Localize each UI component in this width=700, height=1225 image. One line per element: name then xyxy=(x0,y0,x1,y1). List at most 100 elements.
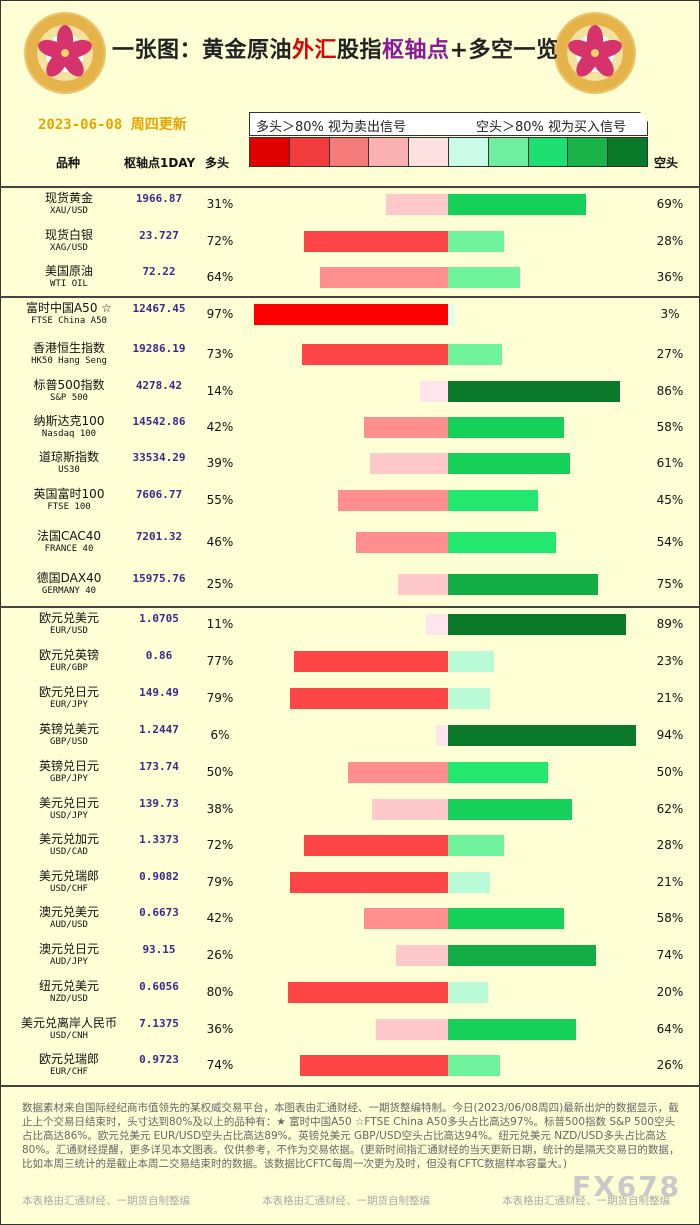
short-percent-label: 36% xyxy=(656,270,684,284)
short-bar xyxy=(448,231,504,252)
short-bar xyxy=(448,304,454,325)
pivot-value: 149.49 xyxy=(139,686,179,699)
short-bar xyxy=(448,982,488,1003)
instrument-name-cn: 美元兑加元 xyxy=(38,832,99,846)
table-row: 美元兑加元 USD/CAD 1.3373 72% 28% xyxy=(0,829,700,865)
long-percent-label: 6% xyxy=(210,728,230,742)
long-bar xyxy=(386,194,448,215)
long-bar xyxy=(398,574,448,595)
pivot-value: 93.15 xyxy=(142,943,176,956)
long-bar xyxy=(304,231,448,252)
pivot-value: 33534.29 xyxy=(132,451,186,464)
table-row: 富时中国A50 ☆ FTSE China A50 12467.45 97% 3% xyxy=(0,298,700,334)
short-bar xyxy=(448,381,620,402)
scale-cell-5 xyxy=(409,138,449,166)
pivot-value: 1.0705 xyxy=(139,612,179,625)
short-percent-label: 23% xyxy=(656,654,684,668)
pivot-value: 0.86 xyxy=(145,649,173,662)
long-percent-label: 72% xyxy=(206,234,234,248)
long-bar xyxy=(376,1019,448,1040)
long-percent-label: 14% xyxy=(206,384,234,398)
long-bar xyxy=(288,982,448,1003)
long-percent-label: 50% xyxy=(206,765,234,779)
instrument-name-en: USD/CHF xyxy=(50,884,88,894)
instrument-name-en: XAU/USD xyxy=(50,206,88,216)
short-percent-label: 58% xyxy=(656,911,684,925)
table-row: 美国原油 WTI OIL 72.22 64% 36% xyxy=(0,261,700,297)
table-row: 英国富时100 FTSE 100 7606.77 55% 45% xyxy=(0,484,700,520)
instrument-name-cn: 美元兑日元 xyxy=(38,796,99,810)
long-bar xyxy=(302,344,448,365)
pivot-value: 7606.77 xyxy=(135,488,183,501)
table-row: 纽元兑美元 NZD/USD 0.6056 80% 20% xyxy=(0,976,700,1012)
long-percent-label: 38% xyxy=(206,802,234,816)
pivot-value: 1.3373 xyxy=(139,833,179,846)
pivot-value: 14542.86 xyxy=(132,415,186,428)
instrument-name-en: FRANCE 40 xyxy=(44,544,94,554)
long-bar xyxy=(320,267,448,288)
pivot-value: 173.74 xyxy=(139,760,179,773)
short-percent-label: 75% xyxy=(656,577,684,591)
table-row: 现货白银 XAG/USD 23.727 72% 28% xyxy=(0,225,700,261)
long-percent-label: 46% xyxy=(206,535,234,549)
long-percent-label: 79% xyxy=(206,875,234,889)
instrument-name-en: FTSE China A50 xyxy=(31,316,107,326)
long-percent-label: 77% xyxy=(206,654,234,668)
short-percent-label: 3% xyxy=(660,307,680,321)
instrument-name-cn: 法国CAC40 xyxy=(36,529,102,543)
table-row: 法国CAC40 FRANCE 40 7201.32 46% 54% xyxy=(0,526,700,562)
short-bar xyxy=(448,725,636,746)
instrument-name-cn: 道琼斯指数 xyxy=(38,450,99,464)
instrument-name-en: AUD/USD xyxy=(50,920,88,930)
short-percent-label: 26% xyxy=(656,1058,684,1072)
footer-credit-1: 本表格由汇通财经、一期货自制整编 xyxy=(22,1195,190,1207)
footer-credits: 本表格由汇通财经、一期货自制整编 本表格由汇通财经、一期货自制整编 本表格由汇通… xyxy=(0,1193,700,1209)
pivot-value: 7.1375 xyxy=(139,1017,179,1030)
title-part-2: 外汇 xyxy=(292,38,338,63)
short-percent-label: 64% xyxy=(656,1022,684,1036)
short-bar xyxy=(448,417,564,438)
scale-cell-2 xyxy=(289,138,330,166)
table-row: 德国DAX40 GERMANY 40 15975.76 25% 75% xyxy=(0,568,700,604)
short-bar xyxy=(448,688,490,709)
short-bar xyxy=(448,1055,500,1076)
instrument-name-cn: 纳斯达克100 xyxy=(33,414,105,428)
instrument-name-cn: 欧元兑英镑 xyxy=(38,648,99,662)
long-bar xyxy=(290,688,448,709)
pivot-value: 23.727 xyxy=(139,229,179,242)
short-bar xyxy=(448,799,572,820)
short-bar xyxy=(448,762,548,783)
table-row: 美元兑离岸人民币 USD/CNH 7.1375 36% 64% xyxy=(0,1013,700,1049)
long-percent-label: 55% xyxy=(206,493,234,507)
long-percent-label: 73% xyxy=(206,347,234,361)
instrument-name-cn: 标普500指数 xyxy=(33,378,105,392)
instrument-name-en: WTI OIL xyxy=(50,279,88,289)
right-logo-icon xyxy=(556,14,634,92)
pivot-value: 0.6056 xyxy=(139,980,179,993)
short-percent-label: 27% xyxy=(656,347,684,361)
long-bar xyxy=(290,872,448,893)
short-bar xyxy=(448,614,626,635)
table-row: 澳元兑美元 AUD/USD 0.6673 42% 58% xyxy=(0,902,700,938)
instrument-name-en: USD/CAD xyxy=(50,847,88,857)
instrument-name-en: EUR/USD xyxy=(50,626,88,636)
table-row: 欧元兑美元 EUR/USD 1.0705 11% 89% xyxy=(0,608,700,644)
instrument-name-cn: 现货白银 xyxy=(44,228,93,242)
long-percent-label: 97% xyxy=(206,307,234,321)
long-percent-label: 26% xyxy=(206,948,234,962)
short-bar xyxy=(448,872,490,893)
instrument-name-cn: 德国DAX40 xyxy=(36,571,102,585)
table-row: 美元兑日元 USD/JPY 139.73 38% 62% xyxy=(0,793,700,829)
long-percent-label: 25% xyxy=(206,577,234,591)
short-percent-label: 45% xyxy=(656,493,684,507)
instrument-name-en: AUD/JPY xyxy=(50,957,88,967)
long-percent-label: 39% xyxy=(206,456,234,470)
table-row: 澳元兑日元 AUD/JPY 93.15 26% 74% xyxy=(0,939,700,975)
instrument-name-cn: 欧元兑日元 xyxy=(38,685,99,699)
long-bar xyxy=(254,304,448,325)
long-percent-label: 42% xyxy=(206,420,234,434)
long-bar xyxy=(300,1055,448,1076)
instrument-name-cn: 英镑兑日元 xyxy=(38,759,99,773)
long-bar xyxy=(364,417,448,438)
instrument-name-cn: 美元兑瑞郎 xyxy=(38,869,99,883)
